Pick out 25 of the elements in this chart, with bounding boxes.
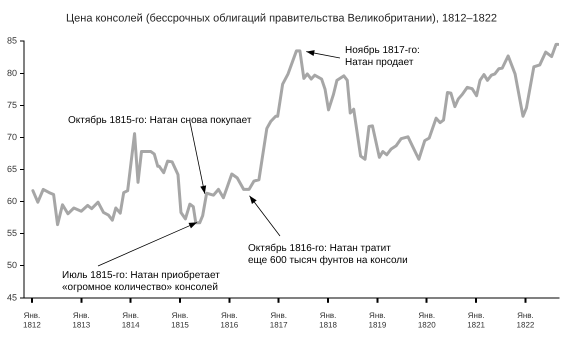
x-tick-label: Янв. 1812 — [23, 310, 42, 330]
y-tick-label: 80 — [6, 68, 18, 78]
annotation: Ноябрь 1817-го: Натан продает — [345, 44, 420, 68]
x-tick-label: Янв. 1819 — [368, 310, 387, 330]
annotation: Июль 1815-го: Натан приобретает «огромное количество» консолей — [62, 270, 220, 293]
x-tick-label: Янв. 1814 — [122, 310, 140, 330]
x-tick-label: Янв. 1813 — [72, 310, 91, 330]
x-tick-label: Янв. 1815 — [171, 310, 190, 330]
x-tick-label: Янв. 1820 — [418, 310, 436, 330]
x-tick-label: Янв. 1818 — [319, 310, 338, 330]
y-tick-label: 50 — [6, 260, 18, 270]
y-tick-label: 75 — [6, 100, 18, 110]
y-tick-label: 65 — [6, 164, 18, 174]
y-tick-label: 70 — [6, 132, 18, 142]
annotation: Октябрь 1815-го: Натан снова покупает — [68, 114, 252, 126]
y-tick-label: 45 — [6, 292, 18, 302]
chart-title: Цена консолей (бессрочных облигаций правительства Великобритании), 1812–1822 — [66, 12, 498, 25]
y-tick-label: 55 — [6, 228, 18, 238]
x-tick-label: Янв. 1817 — [270, 310, 288, 330]
x-tick-label: Янв. 1821 — [467, 310, 486, 330]
annotation: Октябрь 1816-го: Натан тратит еще 600 тысяч фунтов на консоли — [248, 242, 408, 266]
x-tick-label: Янв. 1816 — [220, 310, 239, 330]
y-tick-label: 60 — [6, 196, 18, 206]
y-tick-label: 85 — [6, 36, 18, 46]
x-tick-label: Янв. 1822 — [516, 310, 535, 330]
